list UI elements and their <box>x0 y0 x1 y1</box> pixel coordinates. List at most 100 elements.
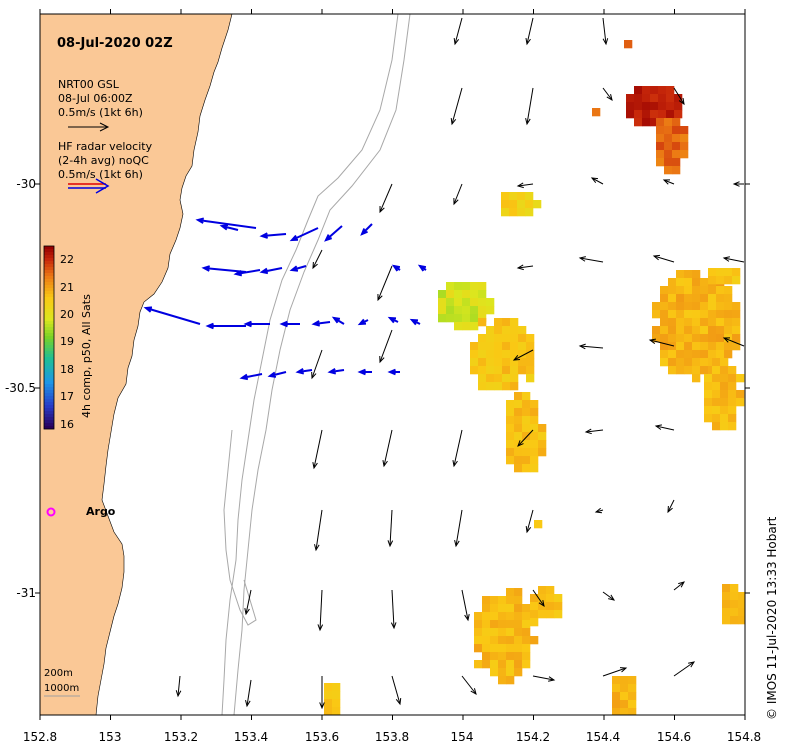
sst-pixel <box>660 326 669 335</box>
colorbar-segment <box>44 288 54 292</box>
hf-radar-arrow <box>143 306 201 325</box>
gsl-current-arrow <box>532 675 556 682</box>
sst-pixel <box>498 660 507 669</box>
sst-pixel <box>668 318 677 327</box>
colorbar-segment <box>44 384 54 388</box>
sst-pixel <box>732 302 741 311</box>
gsl-current-arrow <box>377 265 393 302</box>
colorbar-segment <box>44 303 54 307</box>
colorbar-segment <box>44 375 54 379</box>
sst-pixel <box>736 390 745 399</box>
colorbar-segment <box>44 360 54 364</box>
colorbar-segment <box>44 315 54 319</box>
gsl-current-arrow <box>532 589 545 608</box>
sst-pixel <box>732 326 741 335</box>
sst-pixel <box>732 310 741 319</box>
sst-pixel <box>478 382 487 391</box>
sst-pixel <box>324 683 333 692</box>
sst-pixel <box>522 456 531 465</box>
map-title: 08-Jul-2020 02Z <box>57 36 173 51</box>
sst-pixel <box>692 374 701 383</box>
colorbar-tick-label: 19 <box>60 335 74 348</box>
sst-pixel <box>470 322 479 331</box>
colorbar-segment <box>44 327 54 331</box>
sst-pixel <box>626 102 635 111</box>
hf-radar-arrow <box>360 223 373 236</box>
sst-pixel <box>650 110 659 119</box>
gsl-current-arrow <box>453 183 463 206</box>
sst-pixel <box>514 408 523 417</box>
x-tick-label: 154.4 <box>586 730 620 744</box>
sst-pixel <box>664 150 673 159</box>
sst-pixel <box>724 318 733 327</box>
contour-200m-shelf <box>223 429 257 626</box>
sst-pixel <box>522 604 531 613</box>
sst-pixel <box>708 334 717 343</box>
sst-pixel <box>506 440 515 449</box>
sst-pixel <box>332 691 341 700</box>
sst-pixel <box>332 707 341 715</box>
sst-pixel <box>684 302 693 311</box>
sst-pixel <box>522 392 531 401</box>
sst-pixel <box>510 334 519 343</box>
sst-pixel <box>478 358 487 367</box>
sst-pixel <box>526 358 535 367</box>
sst-pixel <box>514 596 523 605</box>
colorbar-segment <box>44 264 54 268</box>
colorbar-segment <box>44 258 54 262</box>
sst-pixel <box>704 398 713 407</box>
sst-pixel <box>509 200 518 209</box>
gsl-current-arrow <box>673 661 696 677</box>
sst-pixel <box>530 408 539 417</box>
sst-pixel <box>708 318 717 327</box>
sst-pixel <box>650 102 659 111</box>
sst-pixel <box>530 432 539 441</box>
sst-pixel <box>478 306 487 315</box>
colorbar-segment <box>44 420 54 424</box>
gsl-current-arrow <box>311 349 323 380</box>
gsl-current-arrow <box>312 429 323 470</box>
sst-pixel <box>514 456 523 465</box>
sst-pixel <box>634 86 643 95</box>
sst-pixel <box>642 94 651 103</box>
sst-pixel <box>486 382 495 391</box>
sst-pixel <box>700 358 709 367</box>
sst-pixel <box>704 382 713 391</box>
gsl-current-arrow <box>722 337 745 347</box>
sst-pixel <box>676 358 685 367</box>
sst-pixel <box>454 322 463 331</box>
sst-pixel <box>486 342 495 351</box>
sst-pixel <box>525 192 534 201</box>
hf-radar-arrow <box>219 224 239 231</box>
sst-pixel <box>498 636 507 645</box>
sst-pixel <box>486 326 495 335</box>
colorbar-segment <box>44 318 54 322</box>
sst-pixel <box>720 422 729 431</box>
sst-pixel <box>704 374 713 383</box>
sst-pixel <box>498 604 507 613</box>
sst-pixel <box>708 276 717 285</box>
gsl-current-arrow <box>673 87 685 106</box>
sst-pixel <box>522 620 531 629</box>
gsl-current-arrow <box>175 675 182 698</box>
sst-pixel <box>692 270 701 279</box>
sst-pixel <box>716 276 725 285</box>
sst-pixel <box>538 424 547 433</box>
sst-pixel <box>510 326 519 335</box>
colorbar-segment <box>44 345 54 349</box>
sst-pixel <box>454 290 463 299</box>
sst-pixel <box>546 610 555 619</box>
colorbar-tick-label: 16 <box>60 418 74 431</box>
sst-pixel <box>612 700 621 709</box>
sst-pixel <box>454 298 463 307</box>
sst-pixel <box>658 94 667 103</box>
gsl-current-arrow <box>578 343 604 350</box>
sst-pixel <box>506 612 515 621</box>
colorbar-segment <box>44 390 54 394</box>
sst-pixel <box>716 294 725 303</box>
sst-pixel <box>514 660 523 669</box>
colorbar-label: 4h comp, p50, All Sats <box>80 294 93 418</box>
sst-pixel <box>668 334 677 343</box>
sst-pixel <box>514 464 523 473</box>
sst-pixel <box>502 358 511 367</box>
